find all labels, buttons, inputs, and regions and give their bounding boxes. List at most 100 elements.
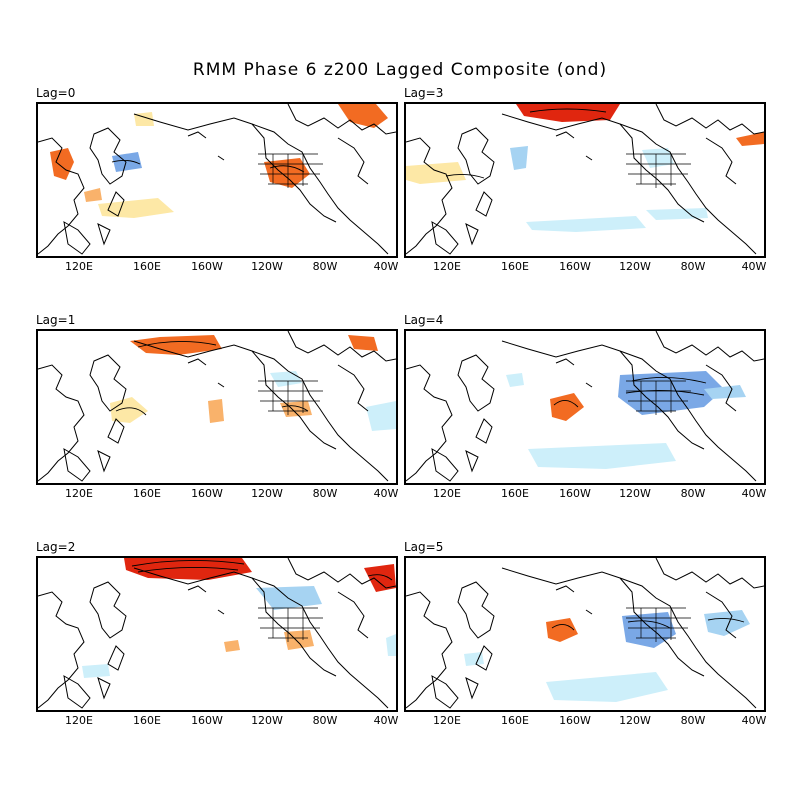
anomaly-region bbox=[348, 335, 378, 351]
lon-tick-label: 160W bbox=[191, 714, 223, 727]
contour-line bbox=[445, 173, 485, 179]
coastline bbox=[337, 591, 369, 639]
coastline bbox=[406, 591, 453, 709]
contour-line bbox=[529, 108, 607, 113]
anomaly-region bbox=[546, 672, 668, 702]
panel-label: Lag=0 bbox=[36, 86, 76, 100]
anomaly-region bbox=[516, 104, 620, 122]
contour-line bbox=[111, 159, 141, 165]
map-frame bbox=[404, 102, 766, 258]
coastline bbox=[555, 358, 575, 366]
coastline bbox=[287, 331, 396, 362]
coastline bbox=[89, 581, 127, 639]
coastline bbox=[287, 104, 396, 135]
anomaly-region bbox=[526, 216, 646, 232]
lon-tick-label: 160W bbox=[559, 487, 591, 500]
anomaly-region bbox=[386, 634, 396, 656]
coastline bbox=[655, 331, 764, 362]
anomaly-region bbox=[704, 385, 746, 399]
lon-tick-label: 80W bbox=[312, 260, 338, 273]
coastline bbox=[555, 585, 575, 593]
coastline bbox=[251, 123, 337, 223]
state-boundaries bbox=[626, 153, 691, 188]
map-svg bbox=[406, 331, 764, 482]
anomaly-region bbox=[406, 162, 466, 184]
anomaly-region bbox=[550, 393, 584, 421]
coastline bbox=[337, 364, 369, 412]
contour-line bbox=[625, 389, 705, 396]
lon-tick-label: 80W bbox=[312, 487, 338, 500]
coastline bbox=[251, 577, 337, 677]
anomaly-region bbox=[366, 401, 396, 431]
contour-line bbox=[269, 165, 305, 173]
coastline bbox=[217, 609, 225, 615]
lon-tick-label: 80W bbox=[312, 714, 338, 727]
coastline bbox=[655, 558, 764, 589]
figure-title: RMM Phase 6 z200 Lagged Composite (ond) bbox=[192, 60, 608, 80]
panel-label: Lag=2 bbox=[36, 540, 76, 554]
lon-tick-label: 120E bbox=[65, 714, 93, 727]
lon-tick-label: 120E bbox=[433, 714, 461, 727]
lon-tick-label: 120W bbox=[251, 714, 283, 727]
coastline bbox=[475, 418, 493, 444]
coastline bbox=[475, 645, 493, 671]
lon-tick-label: 40W bbox=[373, 260, 399, 273]
anomaly-region bbox=[528, 443, 676, 469]
anomaly-region bbox=[208, 399, 224, 423]
coastline bbox=[187, 585, 207, 593]
coastline bbox=[619, 350, 705, 450]
coastline bbox=[38, 137, 85, 255]
coastline bbox=[465, 677, 479, 700]
coastline bbox=[475, 191, 493, 217]
coastline bbox=[655, 104, 764, 135]
coastline bbox=[585, 609, 593, 615]
anomaly-region bbox=[224, 640, 240, 652]
coastline bbox=[217, 382, 225, 388]
anomaly-region bbox=[704, 610, 750, 636]
contour-line bbox=[627, 620, 671, 629]
coastline bbox=[251, 350, 337, 450]
coastline bbox=[705, 364, 737, 412]
coastline bbox=[133, 340, 389, 482]
lon-tick-label: 160E bbox=[133, 714, 161, 727]
coastline bbox=[89, 127, 127, 185]
lon-tick-label: 40W bbox=[373, 487, 399, 500]
anomaly-region bbox=[546, 618, 578, 642]
coastline bbox=[619, 123, 705, 223]
lon-axis: 120E 160E 160W 120W 80W 40W bbox=[404, 260, 766, 274]
anomaly-region bbox=[110, 397, 148, 423]
coastline bbox=[217, 155, 225, 161]
coastline bbox=[337, 137, 369, 185]
coastline bbox=[406, 137, 453, 255]
coastline bbox=[431, 448, 459, 482]
lon-tick-label: 160E bbox=[501, 714, 529, 727]
coastline bbox=[133, 113, 389, 255]
lon-tick-label: 40W bbox=[741, 487, 767, 500]
panel-label: Lag=3 bbox=[404, 86, 444, 100]
anomaly-region bbox=[84, 188, 102, 202]
lon-tick-label: 80W bbox=[680, 714, 706, 727]
map-frame bbox=[36, 329, 398, 485]
lon-tick-label: 120W bbox=[619, 714, 651, 727]
coastline bbox=[457, 127, 495, 185]
coastline bbox=[63, 448, 91, 482]
lon-tick-label: 40W bbox=[741, 260, 767, 273]
lon-tick-label: 80W bbox=[680, 487, 706, 500]
lon-tick-label: 120E bbox=[65, 260, 93, 273]
coastline bbox=[501, 567, 757, 709]
coastline bbox=[465, 450, 479, 473]
contour-line bbox=[553, 400, 579, 408]
lon-tick-label: 120W bbox=[251, 487, 283, 500]
coastline bbox=[38, 364, 85, 482]
lon-tick-label: 40W bbox=[373, 714, 399, 727]
contour-line bbox=[115, 407, 147, 416]
lon-tick-label: 160W bbox=[559, 714, 591, 727]
contour-line bbox=[551, 624, 575, 631]
anomaly-region bbox=[506, 373, 524, 387]
anomaly-region bbox=[736, 132, 764, 146]
anomaly-region bbox=[510, 146, 528, 170]
coastline bbox=[107, 191, 125, 217]
anomaly-region bbox=[130, 335, 222, 355]
lon-tick-label: 160W bbox=[191, 260, 223, 273]
lon-tick-label: 160E bbox=[501, 487, 529, 500]
